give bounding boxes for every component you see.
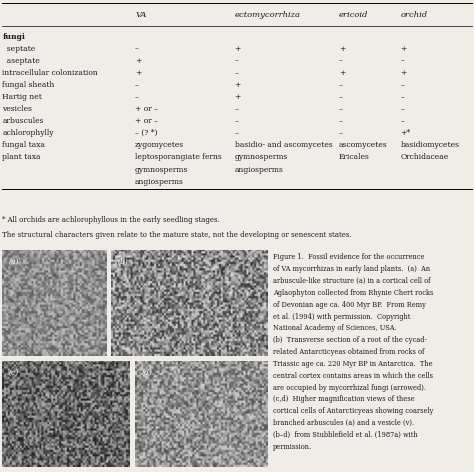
- Text: +: +: [235, 44, 241, 52]
- Text: leptosporangiate ferns: leptosporangiate ferns: [135, 153, 222, 161]
- Text: +: +: [135, 69, 141, 77]
- Text: are occupied by mycorrhizal fungi (arrowed).: are occupied by mycorrhizal fungi (arrow…: [273, 384, 426, 392]
- Text: VA: VA: [135, 11, 146, 19]
- Text: fungal sheath: fungal sheath: [2, 81, 55, 89]
- Text: The structural characters given relate to the mature state, not the developing o: The structural characters given relate t…: [2, 231, 352, 239]
- Text: –: –: [235, 105, 238, 113]
- Text: arbuscule-like structure (a) in a cortical cell of: arbuscule-like structure (a) in a cortic…: [273, 277, 430, 285]
- Text: +: +: [235, 81, 241, 89]
- Text: gymnosperms: gymnosperms: [135, 166, 189, 174]
- Text: –: –: [401, 57, 404, 65]
- Text: +: +: [235, 93, 241, 101]
- Text: +: +: [339, 44, 345, 52]
- Text: – (? *): – (? *): [135, 129, 157, 137]
- Text: –: –: [401, 93, 404, 101]
- Text: plant taxa: plant taxa: [2, 153, 41, 161]
- Text: (b)  Transverse section of a root of the cycad-: (b) Transverse section of a root of the …: [273, 336, 426, 344]
- Text: +: +: [339, 69, 345, 77]
- Text: –: –: [401, 105, 404, 113]
- Text: (c): (c): [9, 369, 19, 377]
- Text: branched arbuscules (a) and a vesicle (v).: branched arbuscules (a) and a vesicle (v…: [273, 419, 414, 427]
- Text: arbuscules: arbuscules: [2, 117, 44, 125]
- Text: + or –: + or –: [135, 105, 158, 113]
- Text: * All orchids are achlorophyllous in the early seedling stages.: * All orchids are achlorophyllous in the…: [2, 216, 220, 224]
- Text: central cortex contains areas in which the cells: central cortex contains areas in which t…: [273, 372, 433, 380]
- Text: +: +: [401, 44, 407, 52]
- Text: (b): (b): [118, 258, 128, 266]
- Text: gymnosperms: gymnosperms: [235, 153, 288, 161]
- Text: aseptate: aseptate: [2, 57, 40, 65]
- Text: Hartig net: Hartig net: [2, 93, 42, 101]
- Text: Triassic age ca. 220 Myr BP in Antarctica.  The: Triassic age ca. 220 Myr BP in Antarctic…: [273, 360, 432, 368]
- Text: angiosperms: angiosperms: [135, 177, 184, 185]
- Text: permission.: permission.: [273, 443, 312, 451]
- Text: –: –: [235, 69, 238, 77]
- Text: + or –: + or –: [135, 117, 158, 125]
- Text: zygomycetes: zygomycetes: [135, 141, 184, 149]
- Text: –: –: [235, 57, 238, 65]
- Text: fungal taxa: fungal taxa: [2, 141, 46, 149]
- Text: –: –: [339, 93, 343, 101]
- Text: (b–d)  from Stubblefield et al. (1987a) with: (b–d) from Stubblefield et al. (1987a) w…: [273, 431, 417, 439]
- Text: –: –: [235, 117, 238, 125]
- Text: –: –: [339, 117, 343, 125]
- Text: angiosperms: angiosperms: [235, 166, 283, 174]
- Text: ectomycorrhiza: ectomycorrhiza: [235, 11, 301, 19]
- Text: fungi: fungi: [2, 33, 25, 41]
- Text: Figure 1.  Fossil evidence for the occurrence: Figure 1. Fossil evidence for the occurr…: [273, 253, 424, 261]
- Text: vesicles: vesicles: [2, 105, 32, 113]
- Text: ericoid: ericoid: [339, 11, 368, 19]
- Text: cortical cells of Antarcticyeas showing coarsely: cortical cells of Antarcticyeas showing …: [273, 407, 433, 415]
- Text: +*: +*: [401, 129, 410, 137]
- Text: of Devonian age ca. 400 Myr BP.  From Remy: of Devonian age ca. 400 Myr BP. From Rem…: [273, 301, 426, 309]
- Text: achlorophylly: achlorophylly: [2, 129, 54, 137]
- Text: et al. (1994) with permission.  Copyright: et al. (1994) with permission. Copyright: [273, 312, 410, 320]
- Text: Ericales: Ericales: [339, 153, 370, 161]
- Text: National Academy of Sciences, USA.: National Academy of Sciences, USA.: [273, 324, 396, 332]
- Text: of VA mycorrhizas in early land plants.  (a)  An: of VA mycorrhizas in early land plants. …: [273, 265, 429, 273]
- Text: +: +: [135, 57, 141, 65]
- Text: +: +: [401, 69, 407, 77]
- Text: (a): (a): [9, 258, 19, 266]
- Text: –: –: [339, 81, 343, 89]
- Text: –: –: [339, 57, 343, 65]
- Text: –: –: [339, 129, 343, 137]
- Text: –: –: [339, 105, 343, 113]
- Text: basidio- and ascomycetes: basidio- and ascomycetes: [235, 141, 332, 149]
- Text: –: –: [401, 117, 404, 125]
- Text: –: –: [235, 129, 238, 137]
- Text: ascomycetes: ascomycetes: [339, 141, 388, 149]
- Text: orchid: orchid: [401, 11, 428, 19]
- Text: –: –: [401, 81, 404, 89]
- Text: septate: septate: [2, 44, 36, 52]
- Text: –: –: [135, 81, 139, 89]
- Text: intracellular colonization: intracellular colonization: [2, 69, 98, 77]
- Text: Aglaophyton collected from Rhynie Chert rocks: Aglaophyton collected from Rhynie Chert …: [273, 289, 433, 297]
- Text: (d): (d): [142, 369, 153, 377]
- Text: (c,d)  Higher magnification views of these: (c,d) Higher magnification views of thes…: [273, 396, 414, 404]
- Text: Orchidaceae: Orchidaceae: [401, 153, 449, 161]
- Text: related Antarcticyeas obtained from rocks of: related Antarcticyeas obtained from rock…: [273, 348, 424, 356]
- Text: –: –: [135, 93, 139, 101]
- Text: basidiomycetes: basidiomycetes: [401, 141, 459, 149]
- Text: –: –: [135, 44, 139, 52]
